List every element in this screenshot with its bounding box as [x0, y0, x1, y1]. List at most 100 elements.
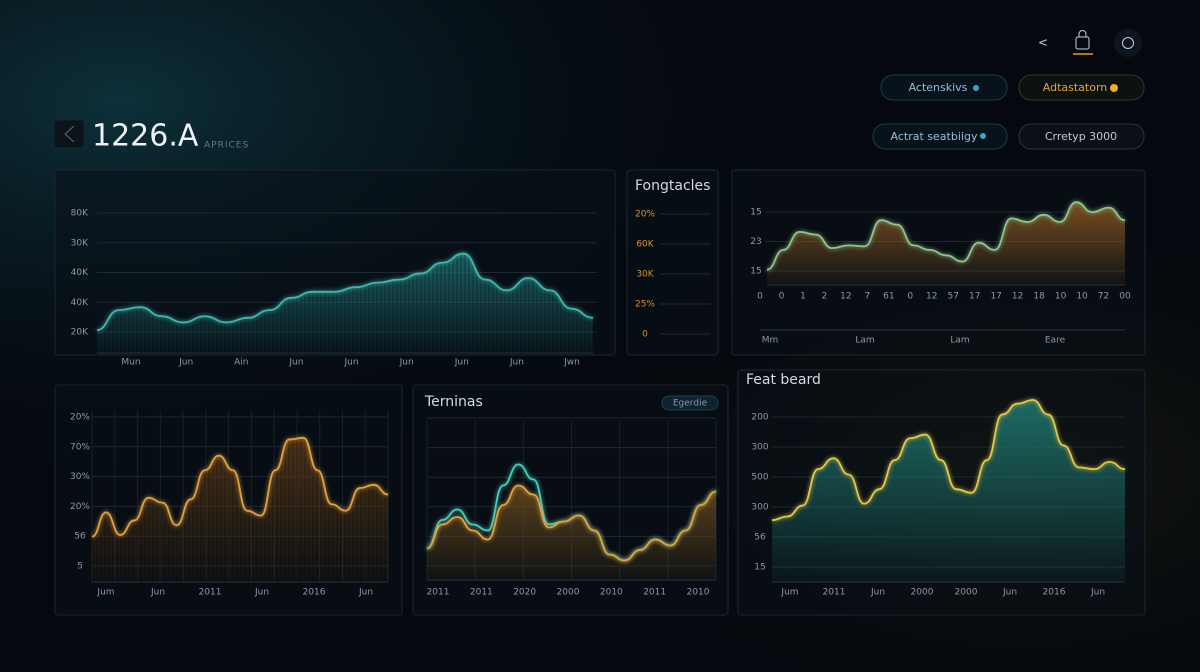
- x-tick-label: 18: [1033, 292, 1045, 302]
- x-tick-label: 61: [883, 292, 894, 302]
- button-label: Actenskivs: [909, 81, 968, 94]
- y-tick-label: 60K: [636, 240, 654, 250]
- page-subtitle: APRICES: [204, 141, 249, 151]
- x-tick-label: Mm: [762, 336, 779, 346]
- chart-title: Feat beard: [746, 372, 821, 388]
- x-tick-label: Jun: [343, 358, 358, 368]
- x-tick-label: 10: [1076, 292, 1088, 302]
- x-tick-label: Jun: [254, 588, 269, 598]
- y-tick-label: 0: [642, 330, 648, 340]
- badge-label: Egerdie: [673, 399, 708, 409]
- page-title: 1226.A: [92, 119, 199, 154]
- x-tick-label: Eare: [1045, 336, 1066, 346]
- x-tick-label: 7: [864, 292, 870, 302]
- panel: [626, 169, 719, 356]
- y-tick-label: 25%: [635, 300, 655, 310]
- x-tick-label: 2011: [823, 588, 846, 598]
- x-tick-label: Lam: [855, 336, 874, 346]
- y-tick-label: 70%: [70, 442, 90, 452]
- chart-title: Fongtacles: [635, 178, 710, 194]
- y-tick-label: 20%: [70, 413, 90, 423]
- x-tick-label: 2016: [1043, 588, 1066, 598]
- x-tick-label: 2000: [557, 588, 580, 598]
- x-tick-label: 2020: [513, 588, 536, 598]
- lock-icon[interactable]: [1073, 30, 1093, 55]
- button-label: Actrat seatbiigy: [891, 130, 978, 143]
- x-tick-label: 2010: [687, 588, 710, 598]
- x-tick-label: 10: [1055, 292, 1067, 302]
- x-tick-label: 17: [969, 292, 980, 302]
- x-tick-label: 0: [757, 292, 763, 302]
- line: [91, 436, 389, 538]
- y-tick-label: 15: [750, 208, 761, 218]
- x-tick-label: Jun: [358, 588, 373, 598]
- y-tick-label: 30K: [636, 270, 654, 280]
- x-tick-label: Jun: [288, 358, 303, 368]
- x-tick-label: 2011: [199, 588, 222, 598]
- x-tick-label: Jwn: [563, 358, 580, 368]
- x-tick-label: 2011: [470, 588, 493, 598]
- settings-icon[interactable]: [1114, 29, 1142, 57]
- y-tick-label: 15: [754, 563, 765, 573]
- button[interactable]: Actenskivs: [880, 74, 1008, 101]
- back-button[interactable]: [53, 119, 85, 149]
- x-tick-label: 00: [1119, 292, 1131, 302]
- area-fill: [767, 202, 1125, 285]
- y-tick-label: 20K: [71, 328, 89, 338]
- button[interactable]: Crretyp 3000: [1018, 123, 1145, 150]
- y-tick-label: 200: [751, 413, 768, 423]
- chart-title: Terninas: [424, 394, 483, 410]
- area-stripes: [92, 437, 388, 582]
- x-tick-label: 12: [926, 292, 937, 302]
- x-tick-label: 2: [822, 292, 828, 302]
- x-tick-label: Jun: [1002, 588, 1017, 598]
- x-tick-label: 2000: [911, 588, 934, 598]
- y-tick-label: 23: [750, 237, 761, 247]
- y-tick-label: 5: [77, 562, 83, 572]
- x-tick-label: 2011: [427, 588, 450, 598]
- y-tick-label: 300: [751, 443, 768, 453]
- line: [96, 252, 594, 331]
- x-tick-label: Jum: [96, 588, 114, 598]
- x-tick-label: 57: [948, 292, 959, 302]
- y-tick-label: 20%: [70, 502, 90, 512]
- button[interactable]: Adtastatorn: [1018, 74, 1145, 101]
- area-stripes: [97, 253, 593, 353]
- x-tick-label: Jun: [509, 358, 524, 368]
- x-tick-label: 17: [990, 292, 1001, 302]
- y-tick-label: 56: [754, 533, 766, 543]
- button-label: Crretyp 3000: [1045, 130, 1117, 143]
- line: [771, 399, 1126, 522]
- line: [426, 484, 717, 562]
- button-label: Adtastatorn: [1043, 81, 1108, 94]
- badge: [661, 395, 719, 411]
- y-tick-label: 500: [751, 473, 768, 483]
- y-tick-label: 30%: [70, 472, 90, 482]
- x-tick-label: 2010: [600, 588, 623, 598]
- x-tick-label: Jun: [178, 358, 193, 368]
- button[interactable]: Actrat seatbiigy: [872, 123, 1008, 150]
- x-tick-label: Jun: [1090, 588, 1105, 598]
- x-tick-label: 72: [1098, 292, 1109, 302]
- charts: 80K 30K 40K 40K 20K Mun Jun Ain Jun Jun Jun Jun Jun J…: [54, 169, 1146, 616]
- y-tick-label: 15: [750, 267, 761, 277]
- x-tick-label: 12: [1012, 292, 1023, 302]
- area-fill: [772, 400, 1125, 582]
- x-tick-label: 2000: [955, 588, 978, 598]
- x-tick-label: 0: [907, 292, 913, 302]
- y-tick-label: 40K: [71, 298, 89, 308]
- y-tick-label: 56: [74, 532, 86, 542]
- x-tick-label: Jum: [780, 588, 798, 598]
- x-tick-label: Jun: [870, 588, 885, 598]
- back-icon[interactable]: <: [1038, 36, 1048, 50]
- x-tick-label: 2011: [643, 588, 666, 598]
- x-tick-label: Mun: [121, 358, 140, 368]
- x-tick-label: 1: [800, 292, 806, 302]
- x-tick-label: Jun: [399, 358, 414, 368]
- y-tick-label: 20%: [635, 210, 655, 220]
- y-tick-label: 40K: [71, 268, 89, 278]
- y-tick-label: 30K: [71, 238, 89, 248]
- x-tick-label: Lam: [950, 336, 969, 346]
